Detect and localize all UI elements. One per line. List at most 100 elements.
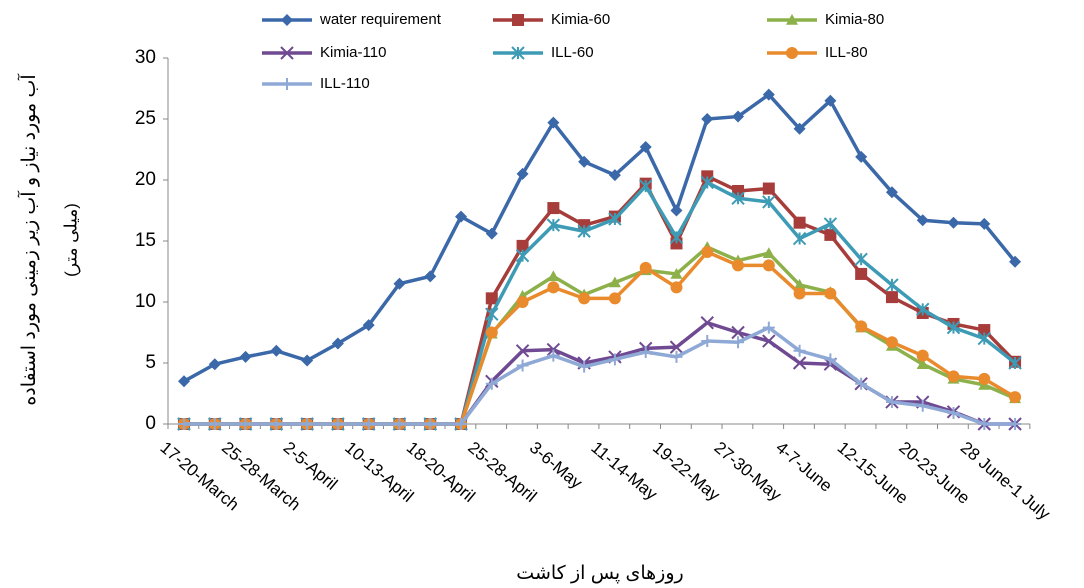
data-point <box>270 344 283 357</box>
data-point <box>608 292 621 305</box>
data-point <box>485 307 499 321</box>
data-point <box>301 354 314 367</box>
data-point <box>424 418 437 430</box>
data-point <box>701 245 714 258</box>
data-point <box>793 278 806 290</box>
data-point <box>331 337 344 350</box>
data-point <box>855 377 868 390</box>
data-point <box>762 88 775 101</box>
data-point <box>1008 356 1022 370</box>
data-point <box>792 356 807 370</box>
data-point <box>916 358 929 370</box>
data-point <box>793 287 806 300</box>
data-point <box>577 224 591 238</box>
y-axis-label: آب مورد نیاز و آب زیر زمینی مورد استفاده <box>16 74 40 406</box>
legend-marker <box>511 46 525 60</box>
legend-label: ILL-110 <box>320 75 370 92</box>
y-tick-label: 10 <box>135 291 156 312</box>
data-point <box>455 418 468 430</box>
data-point <box>916 214 929 227</box>
data-point <box>485 292 498 305</box>
data-point <box>731 191 745 206</box>
data-point <box>639 346 652 359</box>
data-point <box>485 326 498 339</box>
data-point <box>946 320 961 335</box>
data-point <box>947 216 960 229</box>
data-point <box>639 261 652 274</box>
data-point <box>762 321 775 334</box>
data-point <box>546 218 561 232</box>
data-point <box>547 116 560 129</box>
legend-label: ILL-60 <box>551 44 594 61</box>
data-point <box>732 110 745 123</box>
data-point <box>239 418 252 430</box>
data-point <box>178 375 190 388</box>
data-point <box>854 252 868 267</box>
data-point <box>1009 255 1022 268</box>
data-point <box>516 359 529 372</box>
data-point <box>547 270 560 282</box>
data-point <box>516 239 529 252</box>
y-axis-unit: (میلی متر) <box>61 203 80 277</box>
data-point <box>855 320 868 333</box>
series-line <box>184 180 1017 426</box>
data-point <box>670 204 683 217</box>
data-point <box>1009 391 1022 404</box>
data-point <box>608 169 621 182</box>
data-point <box>546 342 561 357</box>
data-point <box>270 418 283 430</box>
data-point <box>638 179 653 193</box>
data-point <box>885 278 899 292</box>
y-tick-label: 0 <box>145 413 156 434</box>
data-point <box>393 418 406 430</box>
data-point <box>547 202 560 215</box>
data-point <box>578 292 591 305</box>
data-point <box>762 334 776 348</box>
data-point <box>239 350 252 363</box>
data-point <box>670 267 683 279</box>
data-point <box>793 122 806 135</box>
x-tick-label: 27-30-May <box>711 438 786 505</box>
legend-label: Kimia-80 <box>825 11 884 28</box>
data-point <box>762 182 775 195</box>
data-point <box>669 230 684 245</box>
data-point <box>208 358 221 371</box>
data-point <box>916 302 930 317</box>
data-point <box>823 217 838 231</box>
data-point <box>362 319 375 332</box>
data-point <box>885 186 898 199</box>
data-point <box>885 336 898 349</box>
legend-marker <box>281 78 293 90</box>
legend-marker <box>786 14 798 25</box>
data-point <box>608 212 622 226</box>
data-point <box>978 372 991 385</box>
data-point <box>885 291 898 304</box>
legend-marker <box>786 47 798 59</box>
data-point <box>855 267 868 280</box>
data-point <box>762 259 775 272</box>
data-point <box>578 360 591 373</box>
x-tick-label: 11-14-May <box>587 438 661 504</box>
legend-marker <box>281 14 293 26</box>
data-point <box>455 210 468 223</box>
legend-marker <box>280 46 294 60</box>
y-tick-label: 5 <box>145 352 156 373</box>
data-point <box>393 277 406 290</box>
data-point <box>515 248 530 263</box>
data-point <box>608 353 621 366</box>
data-point <box>824 287 837 300</box>
data-point <box>701 335 714 348</box>
data-point <box>485 377 498 390</box>
x-tick-label: 19-22-May <box>649 438 724 505</box>
data-point <box>485 227 498 240</box>
data-point <box>578 155 591 168</box>
data-point <box>547 349 560 362</box>
data-point <box>855 150 868 163</box>
legend-marker <box>512 14 524 26</box>
data-point <box>701 113 714 125</box>
data-point <box>516 167 529 180</box>
y-tick-label: 25 <box>135 108 156 129</box>
y-tick-label: 20 <box>135 169 156 190</box>
data-point <box>670 350 683 363</box>
